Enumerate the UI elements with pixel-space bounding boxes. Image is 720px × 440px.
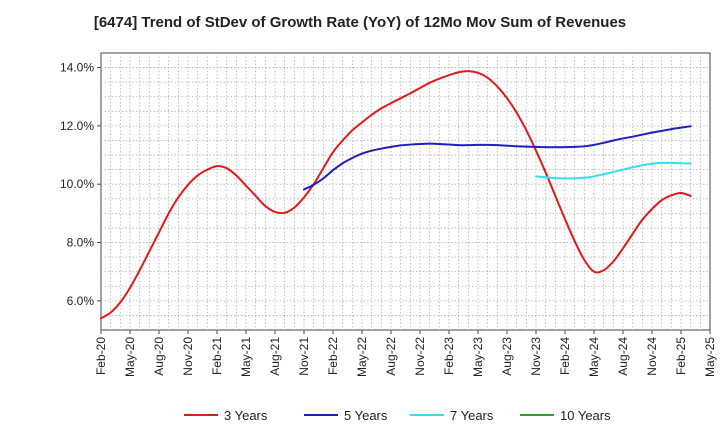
y-tick-label: 14.0% (60, 61, 94, 75)
x-tick-label: Aug-20 (152, 337, 166, 376)
legend-label-3-years: 3 Years (224, 408, 268, 423)
legend-label-10-years: 10 Years (560, 408, 611, 423)
legend-label-5-years: 5 Years (344, 408, 388, 423)
x-tick-label: Feb-20 (94, 337, 108, 375)
axes: 6.0% 8.0% 10.0% 12.0% 14.0% Feb-20 May-20 Aug-2… (60, 61, 717, 377)
x-tick-label: Nov-23 (529, 337, 543, 376)
series-line-3-years (100, 70, 692, 320)
x-tick-label: Nov-22 (413, 337, 427, 376)
y-tick-label: 10.0% (60, 177, 94, 191)
y-tick-label: 12.0% (60, 119, 94, 133)
x-tick-label: Nov-21 (297, 337, 311, 376)
x-tick-label: Nov-20 (181, 337, 195, 376)
x-tick-label: Aug-24 (616, 337, 630, 376)
x-tick-label: Feb-25 (674, 337, 688, 375)
x-tick-label: May-20 (123, 337, 137, 377)
x-tick-label: Aug-22 (384, 337, 398, 376)
legend: 3 Years 5 Years 7 Years 10 Years (184, 408, 611, 423)
x-tick-label: Feb-21 (210, 337, 224, 375)
x-tick-label: Feb-23 (442, 337, 456, 375)
legend-label-7-years: 7 Years (450, 408, 494, 423)
series-lines (100, 70, 692, 320)
x-tick-label: Aug-23 (500, 337, 514, 376)
x-tick-label: May-24 (587, 337, 601, 377)
series-line-5-years (303, 125, 692, 191)
chart-title: [6474] Trend of StDev of Growth Rate (Yo… (93, 14, 627, 31)
x-tick-label: May-23 (471, 337, 485, 377)
series-line-7-years (535, 161, 692, 180)
x-tick-label: Aug-21 (268, 337, 282, 376)
x-tick-label: Nov-24 (645, 337, 659, 376)
x-tick-label: May-21 (239, 337, 253, 377)
y-tick-label: 8.0% (67, 236, 95, 250)
x-tick-label: Feb-24 (558, 337, 572, 375)
plot-background (100, 52, 711, 331)
y-tick-label: 6.0% (67, 294, 95, 308)
x-tick-label: May-22 (355, 337, 369, 377)
x-tick-label: May-25 (703, 337, 717, 377)
x-tick-label: Feb-22 (326, 337, 340, 375)
